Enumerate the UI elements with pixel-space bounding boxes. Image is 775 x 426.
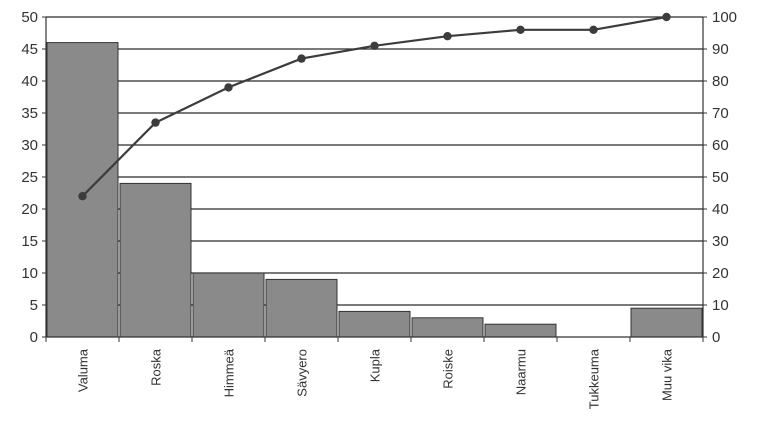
category-label: Naarmu (514, 349, 529, 395)
left-tick-label: 35 (21, 105, 38, 122)
left-axis-ticks: 0 5 10 15 20 25 30 35 40 45 50 (21, 9, 46, 346)
category-label: Sävyero (295, 349, 310, 397)
category-label: Kupla (368, 348, 383, 382)
bar (46, 42, 119, 338)
category-label: Roska (149, 348, 164, 386)
category-label: Himmeä (222, 348, 237, 397)
line-point (224, 83, 233, 92)
line-point (589, 25, 598, 34)
right-tick-label: 30 (712, 233, 729, 250)
right-tick-label: 20 (712, 265, 729, 282)
right-tick-label: 80 (712, 73, 729, 90)
bar-series (46, 42, 703, 338)
right-tick-label: 10 (712, 297, 729, 314)
right-tick-label: 60 (712, 137, 729, 154)
bar (411, 317, 484, 338)
category-labels: Valuma Roska Himmeä Sävyero Kupla Roiske Naarm… (76, 348, 675, 409)
right-axis-ticks: 0 10 20 30 40 50 60 70 80 90 100 (703, 9, 737, 346)
left-tick-label: 0 (30, 329, 38, 346)
category-label: Valuma (76, 348, 91, 392)
right-tick-label: 40 (712, 201, 729, 218)
bar (119, 182, 192, 338)
category-label: Tukkeuma (587, 348, 602, 409)
left-tick-label: 10 (21, 265, 38, 282)
category-label: Roiske (441, 349, 456, 389)
bar (630, 307, 703, 338)
line-point (370, 41, 379, 50)
right-tick-label: 100 (712, 9, 737, 26)
cumulative-line-series (78, 12, 671, 201)
right-tick-label: 50 (712, 169, 729, 186)
bar (265, 278, 338, 338)
category-label: Muu vika (660, 348, 675, 401)
line-point (151, 118, 160, 127)
right-tick-label: 90 (712, 41, 729, 58)
bar (192, 272, 265, 338)
left-tick-label: 30 (21, 137, 38, 154)
left-tick-label: 45 (21, 41, 38, 58)
right-tick-label: 70 (712, 105, 729, 122)
line-point (297, 54, 306, 63)
left-tick-label: 25 (21, 169, 38, 186)
line-point (516, 25, 525, 34)
line-point (662, 12, 671, 22)
line-point (443, 32, 452, 41)
bar (338, 310, 411, 338)
left-tick-label: 50 (21, 9, 38, 26)
left-tick-label: 20 (21, 201, 38, 218)
right-tick-label: 0 (712, 329, 720, 346)
left-tick-label: 15 (21, 233, 38, 250)
line-point (78, 192, 87, 201)
left-tick-label: 5 (30, 297, 38, 314)
left-tick-label: 40 (21, 73, 38, 90)
bar (484, 323, 557, 338)
